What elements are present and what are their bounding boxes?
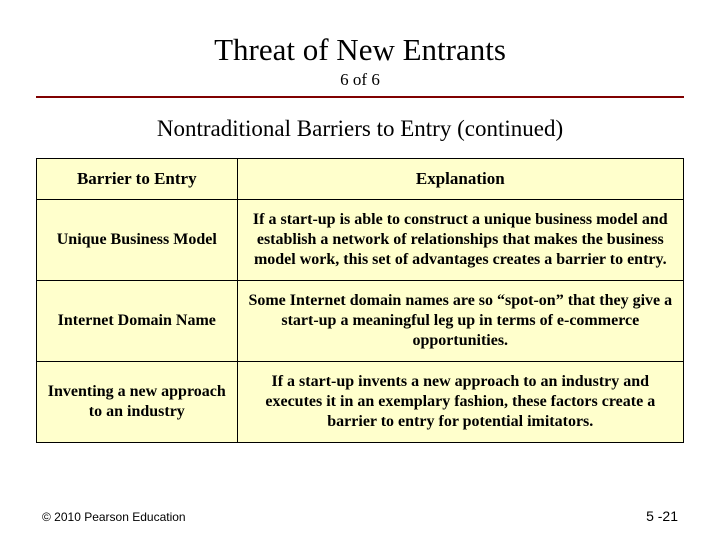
footer-copyright: © 2010 Pearson Education [42,510,186,524]
cell-barrier: Internet Domain Name [37,281,238,362]
table-header-row: Barrier to Entry Explanation [37,159,684,200]
title-rule [36,96,684,98]
cell-barrier: Inventing a new approach to an industry [37,362,238,443]
footer-page-number: 5 -21 [646,508,678,524]
col-header-explanation: Explanation [237,159,683,200]
cell-explanation: Some Internet domain names are so “spot-… [237,281,683,362]
table-row: Unique Business Model If a start-up is a… [37,200,684,281]
cell-explanation: If a start-up invents a new approach to … [237,362,683,443]
table-row: Internet Domain Name Some Internet domai… [37,281,684,362]
cell-barrier: Unique Business Model [37,200,238,281]
barriers-table: Barrier to Entry Explanation Unique Busi… [36,158,684,443]
slide-container: Threat of New Entrants 6 of 6 Nontraditi… [0,0,720,540]
col-header-barrier: Barrier to Entry [37,159,238,200]
slide-subtitle: 6 of 6 [36,70,684,90]
table-row: Inventing a new approach to an industry … [37,362,684,443]
section-heading: Nontraditional Barriers to Entry (contin… [36,116,684,142]
cell-explanation: If a start-up is able to construct a uni… [237,200,683,281]
slide-title: Threat of New Entrants [36,32,684,68]
